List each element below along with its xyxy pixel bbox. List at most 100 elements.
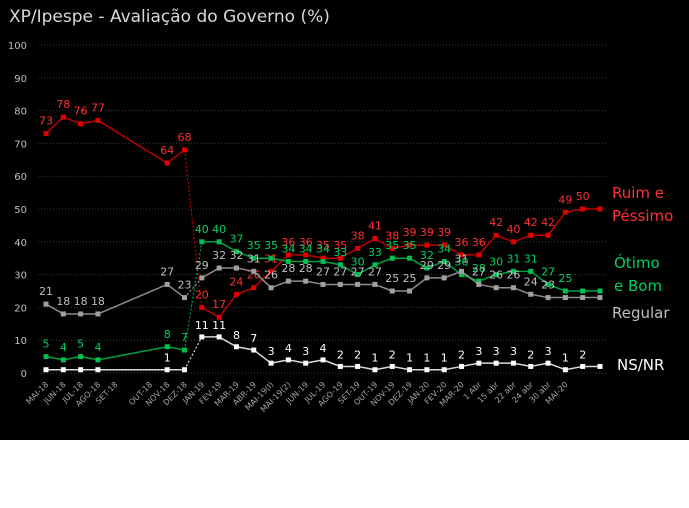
data-point xyxy=(476,278,482,284)
data-label: 32 xyxy=(229,249,243,262)
series-line-segment xyxy=(547,362,566,371)
data-label: 39 xyxy=(437,226,451,239)
data-label: 30 xyxy=(351,256,365,269)
data-point xyxy=(580,288,586,294)
data-point xyxy=(182,347,187,353)
data-label: 35 xyxy=(316,239,330,252)
data-label: 26 xyxy=(489,269,503,282)
data-point xyxy=(562,209,568,215)
data-label: 27 xyxy=(333,265,347,278)
data-point xyxy=(372,367,378,373)
data-point xyxy=(528,232,534,238)
data-label: 36 xyxy=(472,236,486,249)
data-point xyxy=(459,252,464,258)
series-line-segment xyxy=(305,359,324,364)
data-point xyxy=(216,314,222,320)
series-line-segment xyxy=(63,355,81,361)
data-point xyxy=(182,367,187,373)
data-label: 42 xyxy=(489,216,503,229)
data-point xyxy=(78,367,84,373)
data-point xyxy=(164,367,170,373)
data-label: 3 xyxy=(302,345,309,358)
data-label: 42 xyxy=(541,216,555,229)
data-point xyxy=(337,363,343,369)
data-label: 1 xyxy=(406,352,413,365)
series-label: Péssimo xyxy=(612,207,673,225)
data-point xyxy=(355,363,361,369)
series-line-segment xyxy=(166,283,185,299)
series-line-segment xyxy=(495,270,514,276)
data-point xyxy=(303,278,309,284)
series-line-segment xyxy=(236,287,255,295)
y-tick-label: 20 xyxy=(14,303,27,314)
data-label: 76 xyxy=(74,105,88,118)
data-point xyxy=(233,291,239,297)
data-label: 21 xyxy=(39,285,53,298)
data-point xyxy=(251,285,257,291)
data-point xyxy=(424,275,430,281)
data-label: 33 xyxy=(333,246,347,259)
series-line-segment xyxy=(530,293,549,299)
data-label: 30 xyxy=(455,256,469,269)
data-label: 64 xyxy=(160,144,174,157)
series-line-segment xyxy=(218,293,238,318)
series-line-segment xyxy=(357,237,376,250)
data-label: 78 xyxy=(56,98,70,111)
data-label: 8 xyxy=(233,329,240,342)
series-line-segment xyxy=(97,119,168,164)
data-point xyxy=(78,121,84,127)
series-label: e Bom xyxy=(614,277,662,295)
data-point xyxy=(407,288,413,294)
data-point xyxy=(580,206,586,212)
data-label: 28 xyxy=(472,262,486,275)
data-point xyxy=(459,363,464,369)
data-label: 35 xyxy=(247,239,261,252)
data-point xyxy=(285,252,291,258)
series-line-segment xyxy=(565,208,583,214)
series-label: Regular xyxy=(612,304,670,322)
data-label: 18 xyxy=(56,295,70,308)
series-line-segment xyxy=(461,362,479,368)
data-point xyxy=(303,360,309,366)
data-point xyxy=(355,272,361,278)
data-label: 4 xyxy=(94,341,101,354)
data-point xyxy=(303,258,309,264)
series-line-segment xyxy=(97,346,168,361)
data-point xyxy=(493,232,499,238)
series-line-segment xyxy=(392,244,410,250)
series-line-segment xyxy=(45,116,64,135)
data-label: 31 xyxy=(506,252,520,265)
data-point xyxy=(285,357,291,363)
data-label: 39 xyxy=(420,226,434,239)
data-label: 2 xyxy=(527,348,534,361)
data-point xyxy=(60,114,66,120)
data-label: 3 xyxy=(510,345,517,358)
series-line-segment xyxy=(184,277,203,298)
data-point xyxy=(355,281,361,287)
data-point xyxy=(95,367,101,373)
series-line-segment xyxy=(305,280,324,286)
data-point xyxy=(95,311,101,317)
data-point xyxy=(95,117,101,123)
series-line-segment xyxy=(270,280,289,289)
data-label: 18 xyxy=(91,295,105,308)
data-point xyxy=(164,344,170,350)
data-point xyxy=(95,357,101,363)
series-line-segment xyxy=(167,346,185,351)
data-point xyxy=(562,288,568,294)
data-point xyxy=(337,255,343,261)
data-label: 23 xyxy=(178,279,192,292)
data-point xyxy=(60,367,66,373)
data-point xyxy=(510,239,516,245)
data-point xyxy=(320,255,326,261)
data-point xyxy=(320,357,326,363)
series-line-segment xyxy=(45,303,64,315)
data-point xyxy=(43,354,49,360)
data-label: 26 xyxy=(506,269,520,282)
data-label: 2 xyxy=(458,348,465,361)
data-label: 36 xyxy=(455,236,469,249)
data-point xyxy=(441,242,447,248)
data-point xyxy=(459,272,464,278)
series-line-segment xyxy=(236,250,255,259)
series-line-segment xyxy=(322,359,341,368)
